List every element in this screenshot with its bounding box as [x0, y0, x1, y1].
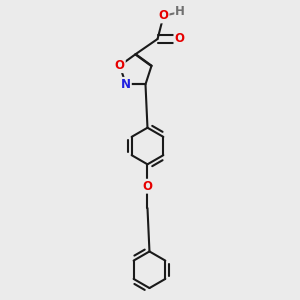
Text: H: H [175, 5, 185, 18]
Text: O: O [142, 180, 152, 193]
Text: O: O [115, 59, 125, 72]
Text: N: N [121, 78, 131, 91]
Text: O: O [158, 9, 169, 22]
Text: O: O [174, 32, 184, 46]
